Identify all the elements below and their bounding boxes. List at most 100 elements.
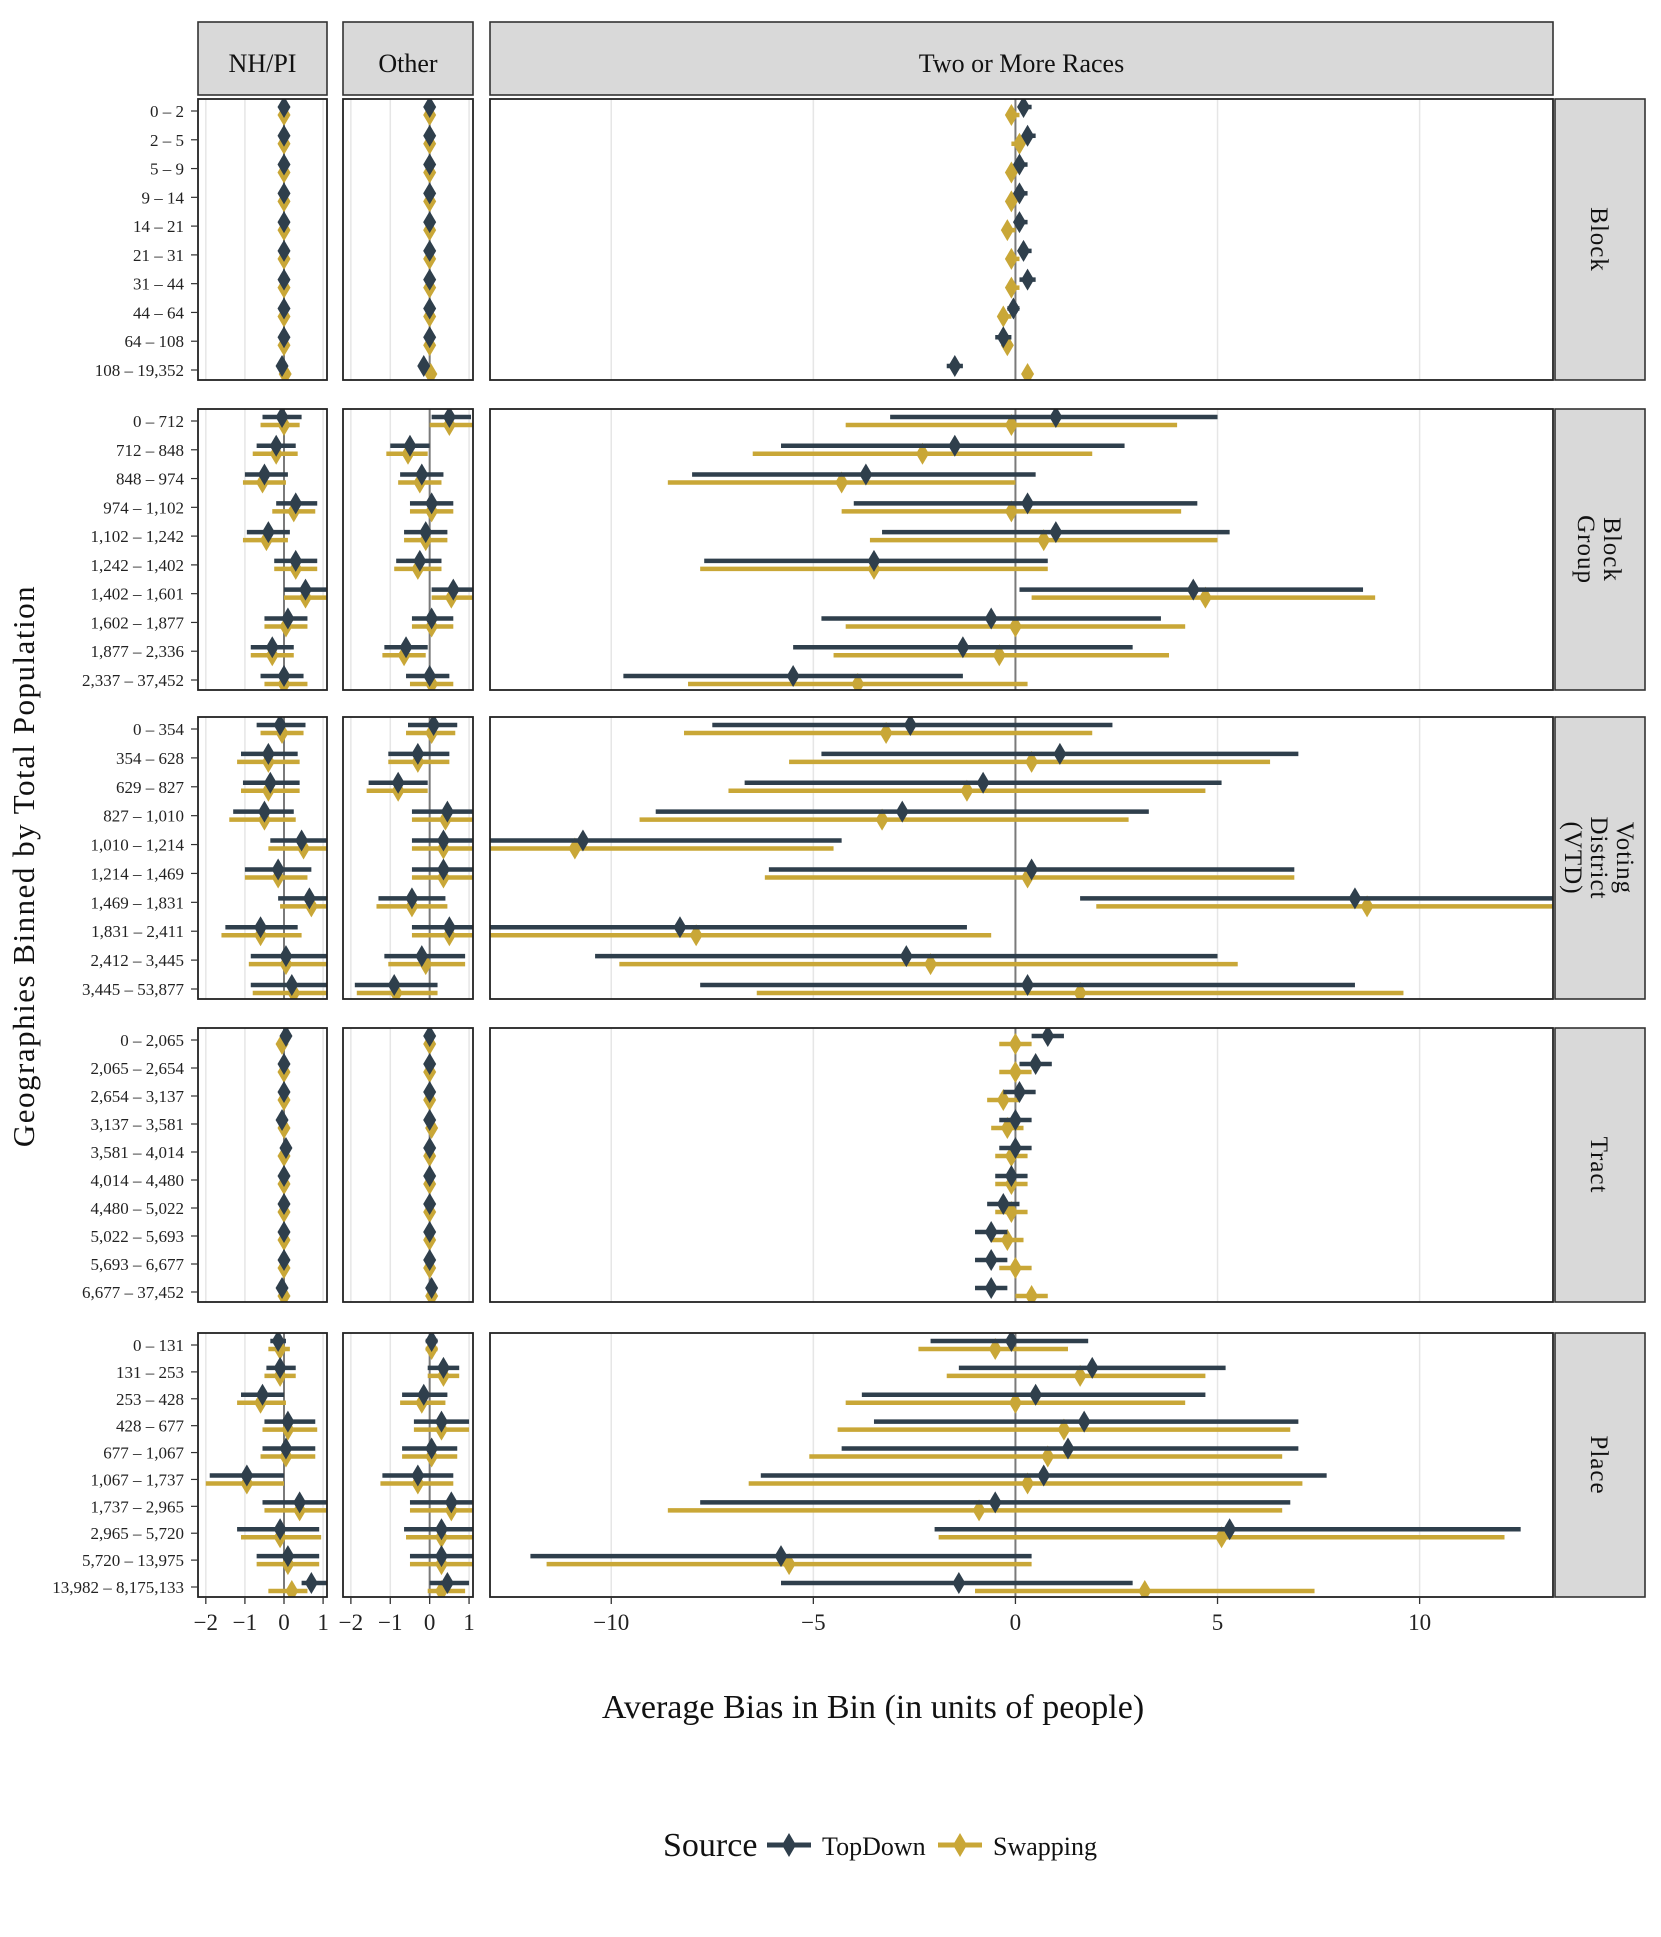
bin-label: 5,022 – 5,693 <box>91 1227 185 1246</box>
topdown-point <box>434 1518 448 1541</box>
y-axis-title: Geographies Binned by Total Population <box>6 585 41 1147</box>
topdown-point <box>444 1491 458 1514</box>
row-strip-label: Place <box>1585 1435 1612 1494</box>
topdown-point <box>1037 1464 1051 1487</box>
x-tick-label: 0 <box>424 1610 436 1635</box>
topdown-point <box>440 800 454 823</box>
bin-label: 13,982 – 8,175,133 <box>52 1578 184 1597</box>
topdown-point <box>281 1410 295 1433</box>
bin-label: 1,831 – 2,411 <box>91 922 184 941</box>
swapping-point <box>1000 219 1014 242</box>
topdown-point <box>304 1572 318 1594</box>
topdown-point <box>423 1193 437 1215</box>
swapping-point <box>996 1089 1010 1111</box>
topdown-point <box>1348 887 1362 910</box>
topdown-point <box>257 463 271 486</box>
topdown-point <box>295 829 309 852</box>
topdown-point <box>273 717 287 736</box>
topdown-point <box>948 355 962 377</box>
swapping-point <box>1021 1472 1035 1495</box>
bin-label: 131 – 253 <box>116 1363 184 1382</box>
swapping-point <box>879 722 893 744</box>
topdown-point <box>1077 1410 1091 1433</box>
topdown-point <box>436 1356 450 1379</box>
swapping-point <box>1198 586 1212 609</box>
swapping-point <box>1004 500 1018 523</box>
topdown-point <box>285 974 299 996</box>
topdown-point <box>419 521 433 544</box>
topdown-point <box>277 665 291 687</box>
bin-label: 1,469 – 1,831 <box>91 893 185 912</box>
panel-border <box>197 1332 328 1598</box>
bin-label: 1,214 – 1,469 <box>91 864 185 883</box>
topdown-point <box>952 1572 966 1594</box>
column-strips: NH/PI Other Two or More Races <box>197 21 1554 96</box>
swapping-point <box>1008 1033 1022 1055</box>
topdown-point <box>427 717 441 736</box>
topdown-point <box>423 1081 437 1103</box>
column-strip-other <box>342 21 474 96</box>
topdown-point <box>996 326 1010 349</box>
swapping-point <box>1073 1364 1087 1387</box>
topdown-point <box>859 463 873 486</box>
topdown-point <box>261 521 275 544</box>
legend-title: Source <box>663 1827 757 1864</box>
column-strip-label: Other <box>378 49 438 78</box>
topdown-point <box>277 124 291 147</box>
topdown-point <box>948 434 962 457</box>
x-tick-label: −5 <box>801 1610 825 1635</box>
swapping-point <box>835 471 849 494</box>
topdown-point <box>423 1137 437 1159</box>
topdown-point <box>289 549 303 572</box>
topdown-point <box>256 1383 269 1406</box>
topdown-point <box>423 239 437 262</box>
topdown-point <box>1012 153 1026 176</box>
swapping-point <box>1008 1391 1022 1414</box>
topdown-point <box>289 492 303 515</box>
topdown-point <box>423 153 437 176</box>
swapping-point <box>1004 247 1018 270</box>
bin-label: 0 – 712 <box>133 412 184 431</box>
panel-border <box>197 98 328 381</box>
topdown-point <box>1008 1137 1022 1159</box>
topdown-point <box>405 887 419 910</box>
topdown-point <box>399 636 413 659</box>
swapping-point <box>996 305 1010 328</box>
bin-label: 31 – 44 <box>133 275 185 294</box>
panel-block-two-or-more-races <box>489 98 1554 381</box>
x-axes: −2 −1 0 1 −2 −1 0 1 −10 −5 0 5 10 <box>194 1597 1431 1635</box>
panel-block-other <box>342 98 474 381</box>
topdown-point <box>423 268 437 291</box>
panel-border <box>342 408 474 691</box>
swapping-point <box>689 924 703 947</box>
topdown-point <box>984 1221 998 1243</box>
bin-label: 3,581 – 4,014 <box>91 1143 185 1162</box>
panel-place-nh-pi <box>197 1332 328 1598</box>
swapping-point <box>1025 1285 1039 1302</box>
row-strip-label: BlockGroup <box>1572 515 1625 584</box>
row-strip-place <box>1554 1332 1646 1598</box>
row-strip-tract <box>1554 1027 1646 1303</box>
topdown-point <box>277 268 291 291</box>
topdown-point <box>436 858 450 881</box>
topdown-point <box>279 1028 293 1047</box>
panel-border <box>342 1332 474 1598</box>
topdown-point <box>984 1249 998 1271</box>
topdown-point <box>277 182 291 205</box>
panels <box>197 98 1554 1598</box>
bin-label: 2,337 – 37,452 <box>82 671 184 690</box>
topdown-point <box>403 434 417 457</box>
swapping-point <box>1008 1061 1022 1083</box>
topdown-point <box>1223 1518 1237 1541</box>
legend-swapping-diamond <box>953 1833 967 1857</box>
topdown-point <box>387 974 401 996</box>
bin-label: 1,067 – 1,737 <box>91 1470 185 1489</box>
bin-label: 6,677 – 37,452 <box>82 1283 184 1302</box>
topdown-point <box>1021 124 1035 147</box>
swapping-point <box>1057 1418 1071 1441</box>
swapping-point <box>915 442 929 465</box>
topdown-point <box>1049 521 1063 544</box>
topdown-point <box>415 463 429 486</box>
topdown-point <box>576 829 590 852</box>
